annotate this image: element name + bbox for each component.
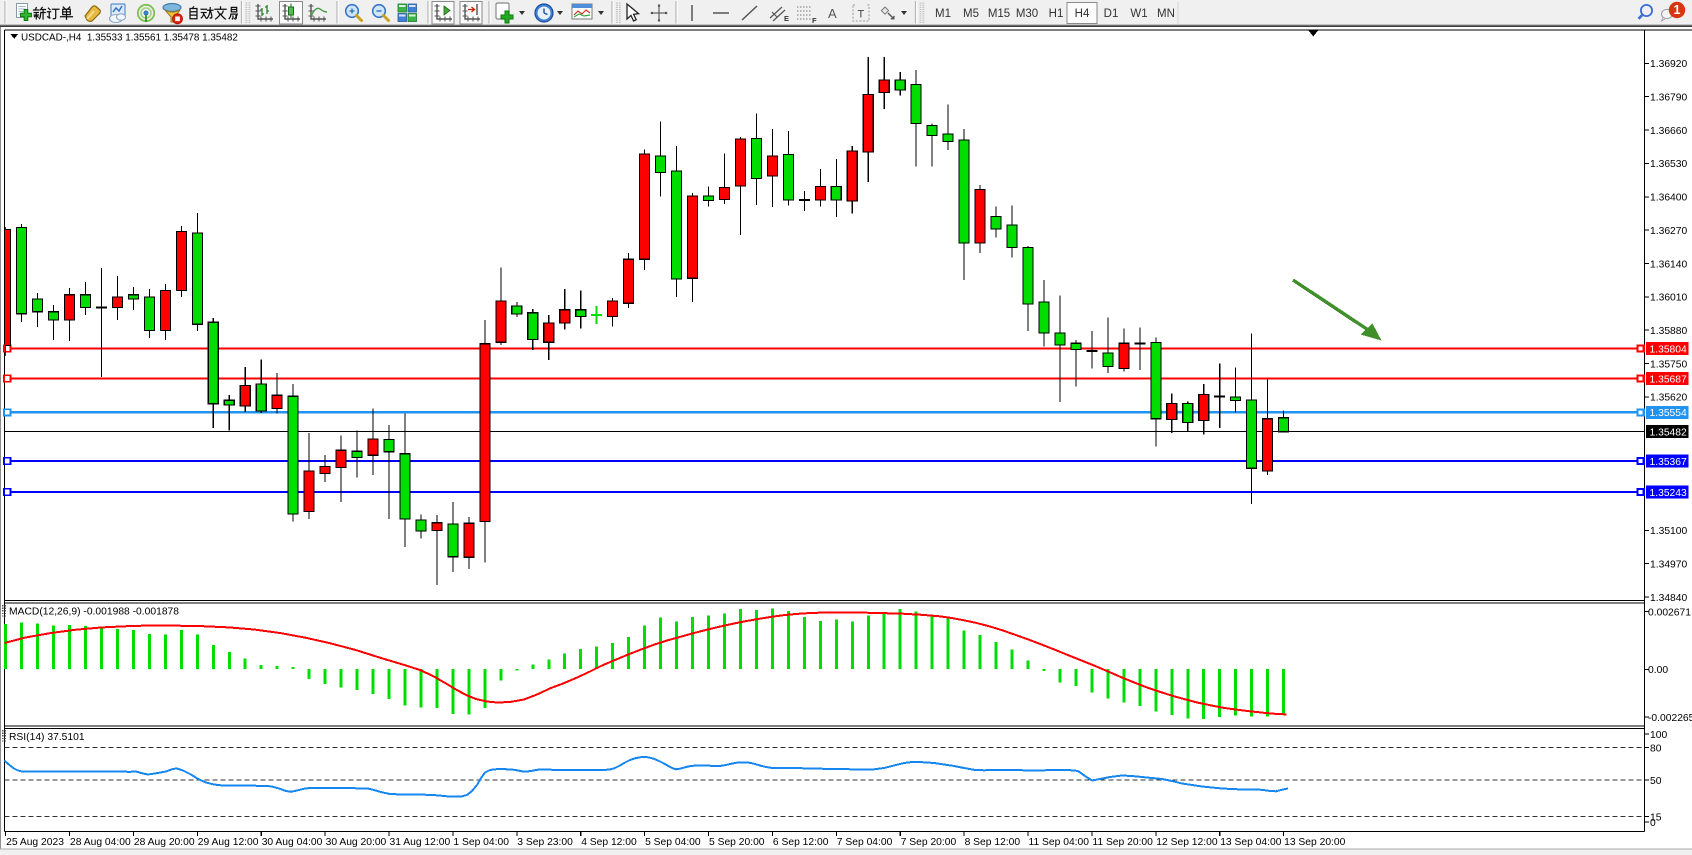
svg-text:1.35367: 1.35367 <box>1650 457 1687 468</box>
svg-text:1.36010: 1.36010 <box>1650 293 1687 304</box>
svg-text:1.36660: 1.36660 <box>1650 126 1687 137</box>
svg-text:H1: H1 <box>1049 8 1064 20</box>
svg-text:0.002671: 0.002671 <box>1648 607 1691 618</box>
svg-text:13 Sep 20:00: 13 Sep 20:00 <box>1284 837 1346 848</box>
svg-text:7 Sep 04:00: 7 Sep 04:00 <box>837 837 893 848</box>
svg-text:11 Sep 04:00: 11 Sep 04:00 <box>1029 837 1090 848</box>
svg-text:1.36140: 1.36140 <box>1650 259 1687 270</box>
svg-text:1.36270: 1.36270 <box>1650 226 1687 237</box>
svg-text:1 Sep 04:00: 1 Sep 04:00 <box>453 837 509 848</box>
svg-text:M5: M5 <box>963 8 979 20</box>
svg-text:MACD(12,26,9) -0.001988 -0.001: MACD(12,26,9) -0.001988 -0.001878 <box>9 606 179 617</box>
svg-text:F: F <box>812 16 817 25</box>
svg-text:-0.002265: -0.002265 <box>1648 713 1692 724</box>
svg-text:D1: D1 <box>1104 8 1119 20</box>
svg-text:5 Sep 04:00: 5 Sep 04:00 <box>645 837 701 848</box>
svg-text:25 Aug 2023: 25 Aug 2023 <box>6 837 64 848</box>
svg-text:1.35620: 1.35620 <box>1650 393 1687 404</box>
svg-text:1.35100: 1.35100 <box>1650 526 1687 537</box>
svg-text:1.35804: 1.35804 <box>1650 344 1687 355</box>
svg-text:13 Sep 04:00: 13 Sep 04:00 <box>1220 837 1282 848</box>
svg-text:RSI(14) 37.5101: RSI(14) 37.5101 <box>9 732 85 743</box>
svg-text:M30: M30 <box>1016 8 1038 20</box>
svg-text:4 Sep 12:00: 4 Sep 12:00 <box>581 837 637 848</box>
svg-text:W1: W1 <box>1130 8 1147 20</box>
svg-text:12 Sep 12:00: 12 Sep 12:00 <box>1156 837 1218 848</box>
svg-text:MN: MN <box>1157 8 1175 20</box>
svg-text:1: 1 <box>1674 3 1681 17</box>
svg-text:E: E <box>784 14 789 23</box>
svg-text:A: A <box>828 6 837 21</box>
svg-text:1.36920: 1.36920 <box>1650 59 1687 70</box>
svg-text:100: 100 <box>1650 730 1667 741</box>
svg-text:30 Aug 04:00: 30 Aug 04:00 <box>262 837 323 848</box>
svg-text:1.34970: 1.34970 <box>1650 560 1687 571</box>
svg-text:0: 0 <box>1650 818 1656 829</box>
svg-text:11 Sep 20:00: 11 Sep 20:00 <box>1092 837 1153 848</box>
svg-text:5 Sep 20:00: 5 Sep 20:00 <box>709 837 765 848</box>
svg-text:1.36400: 1.36400 <box>1650 193 1687 204</box>
svg-text:1.35687: 1.35687 <box>1650 374 1687 385</box>
svg-text:1.35880: 1.35880 <box>1650 326 1687 337</box>
svg-text:6 Sep 12:00: 6 Sep 12:00 <box>773 837 829 848</box>
svg-text:M1: M1 <box>935 8 951 20</box>
svg-text:15: 15 <box>1650 812 1662 823</box>
svg-text:USDCAD-,H4 1.35533 1.35561 1.: USDCAD-,H4 1.35533 1.35561 1.35478 1.354… <box>21 32 238 43</box>
svg-text:80: 80 <box>1650 743 1662 754</box>
svg-text:1.35482: 1.35482 <box>1650 428 1687 439</box>
svg-text:1.35554: 1.35554 <box>1650 408 1687 419</box>
svg-text:T: T <box>858 9 865 21</box>
svg-text:H4: H4 <box>1075 8 1090 20</box>
svg-text:7 Sep 20:00: 7 Sep 20:00 <box>901 837 957 848</box>
svg-text:1.34840: 1.34840 <box>1650 593 1687 604</box>
svg-text:1.36790: 1.36790 <box>1650 93 1687 104</box>
svg-text:1.36530: 1.36530 <box>1650 159 1687 170</box>
svg-text:28 Aug 04:00: 28 Aug 04:00 <box>70 837 131 848</box>
svg-text:50: 50 <box>1650 776 1662 787</box>
svg-text:28 Aug 20:00: 28 Aug 20:00 <box>134 837 195 848</box>
svg-text:29 Aug 12:00: 29 Aug 12:00 <box>198 837 259 848</box>
svg-text:8 Sep 12:00: 8 Sep 12:00 <box>965 837 1021 848</box>
svg-text:M15: M15 <box>988 8 1010 20</box>
svg-text:1.35243: 1.35243 <box>1650 488 1687 499</box>
svg-text:30 Aug 20:00: 30 Aug 20:00 <box>326 837 387 848</box>
svg-text:1.35750: 1.35750 <box>1650 359 1687 370</box>
svg-text:3 Sep 23:00: 3 Sep 23:00 <box>517 837 573 848</box>
svg-text:31 Aug 12:00: 31 Aug 12:00 <box>390 837 451 848</box>
svg-text:0.00: 0.00 <box>1648 665 1668 676</box>
